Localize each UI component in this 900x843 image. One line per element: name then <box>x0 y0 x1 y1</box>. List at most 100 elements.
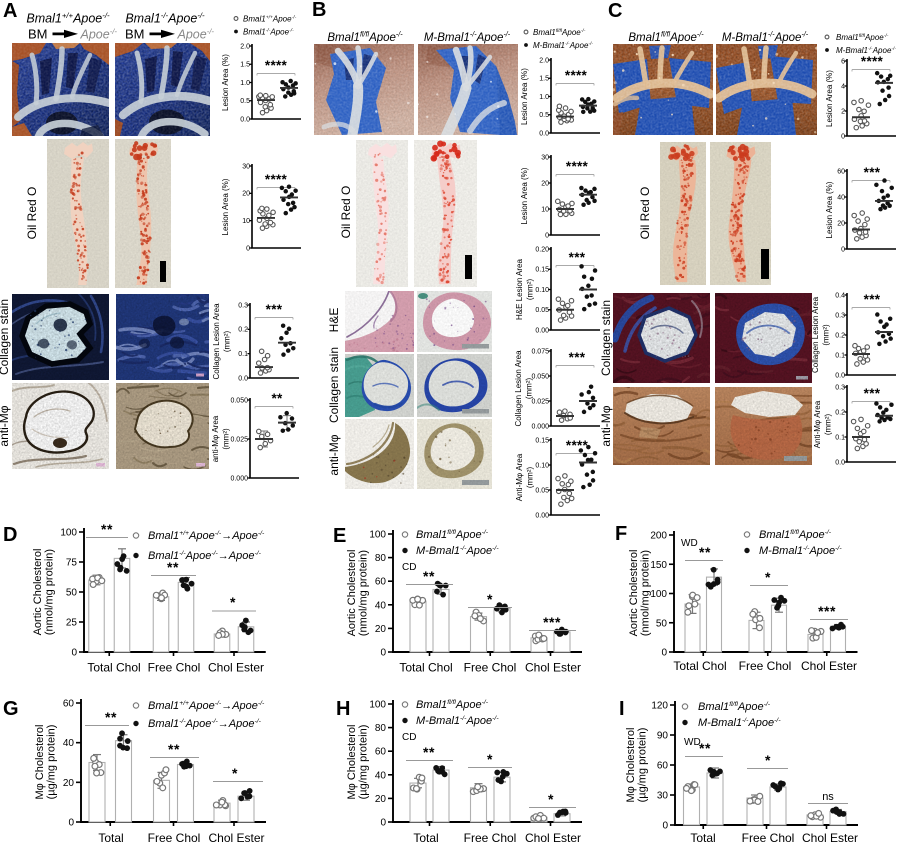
svg-text:M-Bmal1-/-Apoe-/-: M-Bmal1-/-Apoe-/- <box>424 31 511 44</box>
svg-text:Chol Ester: Chol Ester <box>801 659 857 673</box>
svg-text:50: 50 <box>66 588 78 599</box>
svg-text:E: E <box>333 525 346 547</box>
svg-text:Collagen Lesion Area: Collagen Lesion Area <box>811 296 820 373</box>
svg-text:****: **** <box>861 54 884 69</box>
svg-text:0: 0 <box>68 818 74 829</box>
svg-text:CD: CD <box>402 562 416 573</box>
svg-text:Aortic Cholesterol: Aortic Cholesterol <box>628 550 640 637</box>
svg-text:(nmol/mg protein): (nmol/mg protein) <box>44 549 56 635</box>
svg-text:120: 120 <box>651 701 668 712</box>
svg-text:(nmol/mg protein): (nmol/mg protein) <box>358 550 370 636</box>
svg-text:(mm²): (mm²) <box>525 378 534 400</box>
svg-text:**: ** <box>101 521 113 537</box>
svg-text:Aortic Cholesterol: Aortic Cholesterol <box>32 549 44 636</box>
svg-text:(µg/mg protein): (µg/mg protein) <box>46 725 58 800</box>
svg-text:100: 100 <box>650 589 667 600</box>
svg-text:F: F <box>615 523 627 545</box>
svg-text:Chol Ester: Chol Ester <box>208 661 264 675</box>
svg-text:WD: WD <box>681 538 698 549</box>
svg-text:0.2: 0.2 <box>835 409 845 416</box>
svg-text:Bmal1-/-Apoe-/-: Bmal1-/-Apoe-/- <box>243 27 294 36</box>
svg-text:200: 200 <box>650 531 667 542</box>
svg-text:Free Chol: Free Chol <box>742 831 795 843</box>
svg-text:60: 60 <box>375 577 387 588</box>
svg-text:***: *** <box>864 165 881 180</box>
svg-text:0.5: 0.5 <box>240 98 250 105</box>
svg-text:60: 60 <box>657 761 669 772</box>
svg-text:0: 0 <box>661 648 667 659</box>
svg-text:**: ** <box>699 740 711 756</box>
svg-text:0.1: 0.1 <box>238 351 248 358</box>
svg-text:Collagen stain: Collagen stain <box>0 299 11 375</box>
svg-text:Total: Total <box>98 831 123 843</box>
svg-text:0.3: 0.3 <box>835 384 845 391</box>
svg-text:0.00: 0.00 <box>535 512 549 519</box>
svg-text:6: 6 <box>841 58 845 65</box>
svg-text:0.00: 0.00 <box>535 327 549 334</box>
svg-text:Bmal1fl/flApoe-/-: Bmal1fl/flApoe-/- <box>533 28 586 37</box>
svg-text:H: H <box>336 698 350 720</box>
svg-text:anti-Mφ: anti-Mφ <box>599 405 613 446</box>
svg-text:BM: BM <box>28 27 48 42</box>
svg-text:0.05: 0.05 <box>535 487 549 494</box>
svg-text:Bmal1fl/flApoe-/-: Bmal1fl/flApoe-/- <box>628 31 704 44</box>
svg-text:*: * <box>765 752 771 768</box>
svg-text:M-Bmal1-/-Apoe-/-: M-Bmal1-/-Apoe-/- <box>533 41 593 50</box>
svg-text:30: 30 <box>657 791 669 802</box>
svg-text:Apoe-/-: Apoe-/- <box>80 27 118 42</box>
svg-text:Total: Total <box>690 831 715 843</box>
svg-text:0.15: 0.15 <box>535 437 549 444</box>
svg-text:**: ** <box>167 559 179 575</box>
svg-text:1.5: 1.5 <box>240 62 250 69</box>
svg-text:0: 0 <box>662 821 668 832</box>
svg-text:25: 25 <box>66 618 78 629</box>
svg-text:30: 30 <box>541 154 549 161</box>
svg-text:Bmal1fl/flApoe-/-: Bmal1fl/flApoe-/- <box>416 529 489 541</box>
svg-text:Anti-Mφ Area: Anti-Mφ Area <box>515 453 524 501</box>
svg-text:0.000: 0.000 <box>531 423 549 430</box>
svg-text:0: 0 <box>380 818 386 829</box>
svg-text:Total Chol: Total Chol <box>87 661 140 675</box>
svg-text:Mφ Cholesterol: Mφ Cholesterol <box>625 728 637 803</box>
svg-text:Bmal1+/+Apoe-/-→Apoe-/-: Bmal1+/+Apoe-/-→Apoe-/- <box>148 530 265 542</box>
svg-text:Free Chol: Free Chol <box>148 661 201 675</box>
svg-text:Lesion Area (%): Lesion Area (%) <box>825 181 834 238</box>
svg-text:75: 75 <box>66 558 78 569</box>
svg-text:Bmal1fl/flApoe-/-: Bmal1fl/flApoe-/- <box>698 701 771 713</box>
svg-text:Free Chol: Free Chol <box>739 659 792 673</box>
svg-text:0: 0 <box>841 133 845 140</box>
svg-text:B: B <box>312 0 326 21</box>
svg-text:0: 0 <box>71 648 77 659</box>
svg-text:0.050: 0.050 <box>230 397 248 404</box>
svg-text:Oil Red O: Oil Red O <box>339 186 353 239</box>
svg-text:40: 40 <box>375 600 387 611</box>
svg-text:WD: WD <box>684 737 701 748</box>
svg-text:Bmal1fl/flApoe-/-: Bmal1fl/flApoe-/- <box>759 529 832 541</box>
svg-text:Bmal1-/-Apoe-/-→Apoe-/-: Bmal1-/-Apoe-/-→Apoe-/- <box>148 718 262 730</box>
svg-text:80: 80 <box>375 553 387 564</box>
svg-text:Free Chol: Free Chol <box>464 831 517 843</box>
svg-text:C: C <box>608 0 622 22</box>
svg-text:***: *** <box>569 250 586 265</box>
svg-text:10: 10 <box>541 206 549 213</box>
svg-text:M-Bmal1-/-Apoe-/-: M-Bmal1-/-Apoe-/- <box>416 545 499 557</box>
svg-text:anti-Mφ: anti-Mφ <box>327 434 341 475</box>
svg-text:ns: ns <box>822 791 834 803</box>
svg-text:20: 20 <box>375 624 387 635</box>
svg-text:80: 80 <box>375 723 387 734</box>
svg-text:(mm²): (mm²) <box>526 467 535 489</box>
svg-text:***: *** <box>266 302 283 317</box>
svg-text:0.0: 0.0 <box>835 372 845 379</box>
svg-text:100: 100 <box>60 528 77 539</box>
svg-text:(mm²): (mm²) <box>822 324 831 346</box>
svg-text:0.2: 0.2 <box>238 327 248 334</box>
svg-text:*: * <box>765 569 771 585</box>
svg-text:(µg/mg protein): (µg/mg protein) <box>358 725 370 800</box>
svg-text:M-Bmal1-/-Apoe-/-: M-Bmal1-/-Apoe-/- <box>722 31 809 44</box>
svg-text:2: 2 <box>841 108 845 115</box>
svg-text:Lesion Area (%): Lesion Area (%) <box>825 70 834 127</box>
svg-text:Chol Ester: Chol Ester <box>525 831 581 843</box>
svg-text:40: 40 <box>837 194 845 201</box>
svg-text:2.0: 2.0 <box>539 57 549 64</box>
svg-text:H&E: H&E <box>327 308 341 333</box>
